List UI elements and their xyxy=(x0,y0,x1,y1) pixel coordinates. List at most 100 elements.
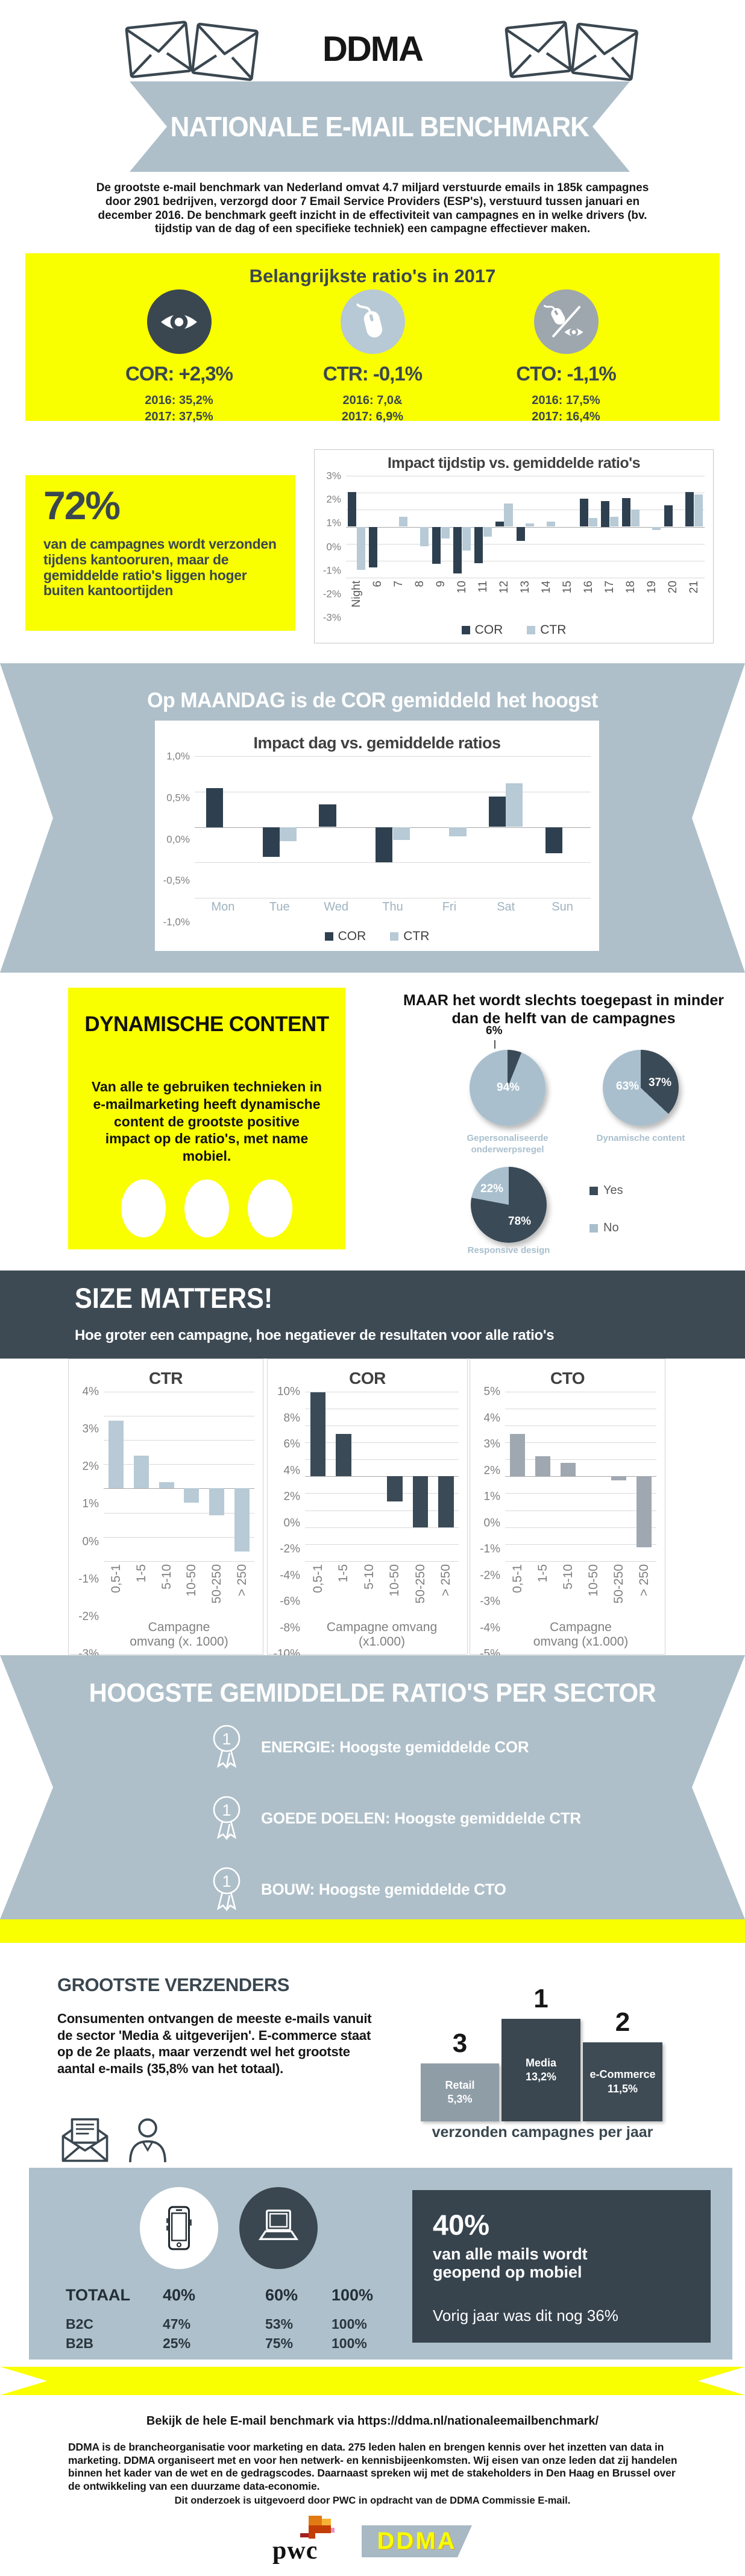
y-tick-label: -1% xyxy=(322,564,341,576)
gridline xyxy=(505,1561,656,1562)
bar-CTR-11 xyxy=(483,526,492,537)
col-total: 100% xyxy=(332,2286,374,2304)
gridline xyxy=(505,1544,656,1545)
footer-about-text: DDMA is de brancheorganisatie voor marke… xyxy=(68,2441,677,2493)
gridline xyxy=(305,1544,459,1545)
ratio-label: CTO: -1,1% xyxy=(516,362,616,385)
x-tick-label: 50-250 xyxy=(204,1561,230,1619)
techniques-title: MAAR het wordt slechts toegepast in mind… xyxy=(403,992,724,1027)
x-tick-text: 17 xyxy=(603,581,616,594)
bar-COR-Mon xyxy=(206,788,223,827)
bar-COR-0,5-1 xyxy=(310,1392,325,1477)
bar-COR-> 250 xyxy=(438,1476,454,1527)
bar-COR-9 xyxy=(432,526,441,564)
podium-bar-value: 5,3% xyxy=(447,2093,473,2105)
legend-swatch xyxy=(461,626,470,634)
pie-dynamische-content: 63% 37% xyxy=(603,1050,679,1126)
x-tick-text: 8 xyxy=(413,581,426,587)
sector-item-text: GOEDE DOELEN: Hoogste gemiddelde CTR xyxy=(261,1808,581,1827)
y-tick-label: -2% xyxy=(78,1610,99,1623)
legend-item-COR: COR xyxy=(325,929,366,944)
mobile-section: TOTAAL 40% 60% 100% B2C 47% 53% 100% B2B… xyxy=(0,2168,745,2367)
legend-label: COR xyxy=(338,929,366,943)
y-axis-ticks: 10% 8% 6% 4% 2% 0% -2% -4% -6% -8% -10% xyxy=(270,1386,305,1660)
sector-title: HOOGSTE GEMIDDELDE RATIO'S PER SECTOR xyxy=(89,1678,656,1708)
podium-rank: 2 xyxy=(615,2007,630,2037)
plot-column: 0,5-1 1-5 5-10 10-50 50-250 > 250 Campagne omv… xyxy=(104,1392,254,1654)
ratio-years: 2016: 35,2% 2017: 37,5% xyxy=(83,393,275,425)
x-tick-text: 21 xyxy=(688,581,700,594)
x-tick-label: Night xyxy=(346,578,367,617)
x-tick-label: 14 xyxy=(536,578,557,617)
legend-swatch-yes xyxy=(589,1186,598,1195)
mobile-prev-year: Vorig jaar was dit nog 36% xyxy=(433,2306,618,2325)
sector-item-text: BOUW: Hoogste gemiddelde CTO xyxy=(261,1880,506,1898)
title-banner-section: NATIONALE E-MAIL BENCHMARK xyxy=(0,81,745,173)
ratio-2016: 2016: 35,2% xyxy=(145,394,213,407)
size-matters-band: SIZE MATTERS! Hoe groter een campagne, h… xyxy=(0,1271,745,1359)
x-tick-text: 10-50 xyxy=(586,1564,600,1597)
legend-swatch xyxy=(527,626,536,634)
y-tick-label: -6% xyxy=(280,1595,300,1608)
podium-bar-Media: Media 13,2% xyxy=(501,2019,580,2121)
pie-label: Dynamische content xyxy=(596,1133,685,1143)
x-tick-text: Wed xyxy=(324,900,349,914)
bar-CTR-14 xyxy=(546,522,556,527)
x-tick-label: Wed xyxy=(308,898,365,922)
gridline xyxy=(505,1493,656,1494)
footer: Bekijk de hele E-mail benchmark via http… xyxy=(0,2395,745,2576)
phone-icon xyxy=(140,2187,218,2269)
gridline xyxy=(505,1425,656,1427)
bar-COR-13 xyxy=(516,526,526,541)
gridline xyxy=(195,756,591,757)
x-tick-label: 19 xyxy=(641,578,662,617)
title-ribbon: NATIONALE E-MAIL BENCHMARK xyxy=(130,81,630,172)
y-tick-label: -0,5% xyxy=(163,874,190,886)
medal-icon: 1 xyxy=(208,1865,245,1913)
x-tick-text: 6 xyxy=(371,581,384,587)
bar-CTR-Night xyxy=(356,526,366,570)
mobile-stat-text: van alle mails wordt geopend op mobiel xyxy=(433,2245,588,2282)
yellow-ribbon xyxy=(0,2367,745,2395)
x-tick-label: 10-50 xyxy=(580,1561,606,1619)
podium-bar-value: 11,5% xyxy=(607,2082,638,2095)
svg-text:1: 1 xyxy=(222,1801,231,1819)
dynamic-content-section: DYNAMISCHE CONTENT Van alle te gebruiken… xyxy=(0,973,745,1271)
x-tick-text: 12 xyxy=(498,581,511,594)
mouse-icon xyxy=(340,289,405,354)
bar-COR-10 xyxy=(453,526,462,573)
podium-rank: 3 xyxy=(452,2028,468,2058)
x-tick-label: Sun xyxy=(534,898,591,922)
x-tick-label: 0,5-1 xyxy=(305,1561,331,1619)
dynamic-content-text: Van alle te gebruiken technieken in e-ma… xyxy=(91,1079,322,1164)
x-tick-label: 18 xyxy=(620,578,641,617)
key-ratios-panel: Belangrijkste ratio's in 2017 COR: +2,3%… xyxy=(25,253,720,423)
gridline xyxy=(305,1493,459,1494)
legend-label: COR xyxy=(474,623,503,637)
chart-title: CTR xyxy=(148,1369,183,1387)
legend-swatch xyxy=(325,932,333,941)
bar-COR-17 xyxy=(600,501,610,527)
pie-callout-line xyxy=(494,1040,495,1049)
x-tick-text: Tue xyxy=(269,900,290,914)
x-tick-label: Thu xyxy=(365,898,421,922)
gridline xyxy=(505,1442,656,1444)
chart-title: Impact dag vs. gemiddelde ratios xyxy=(253,734,501,752)
y-tick-label: -2% xyxy=(280,1542,300,1556)
eye-icon xyxy=(146,289,212,354)
y-tick-label: -3% xyxy=(480,1595,500,1608)
x-tick-label: 5-10 xyxy=(556,1561,581,1619)
svg-text:1: 1 xyxy=(222,1872,231,1890)
pie-callout-6pct: 6% xyxy=(486,1024,503,1037)
y-tick-label: -8% xyxy=(280,1621,300,1634)
gridline xyxy=(305,1442,459,1444)
sector-item-text: ENERGIE: Hoogste gemiddelde COR xyxy=(261,1737,529,1756)
x-tick-text: 18 xyxy=(624,581,637,594)
y-tick-label: 0% xyxy=(483,1517,500,1529)
x-tick-text: Sun xyxy=(552,900,573,914)
podium-chart: Retail 5,3% 3 Media 13,2% 1 e-Commerce 11,5% 2 xyxy=(416,1971,669,2121)
gridline xyxy=(104,1512,254,1514)
bar-COR-Night xyxy=(347,491,357,527)
office-hours-stat: 72% xyxy=(43,483,121,528)
legend-item-CTR: CTR xyxy=(527,623,566,637)
